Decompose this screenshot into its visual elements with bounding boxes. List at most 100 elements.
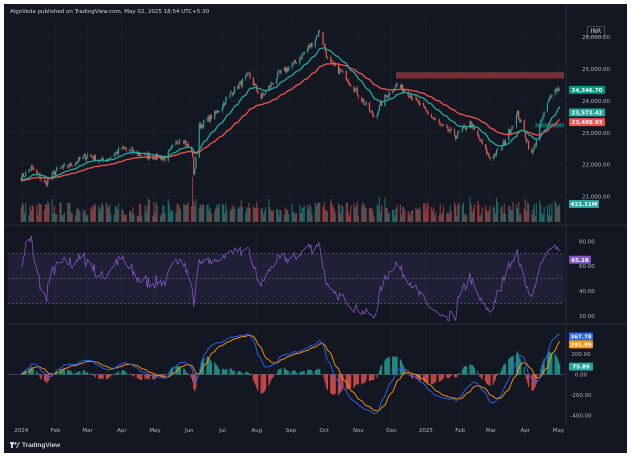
macd-hist-bar <box>371 374 373 380</box>
candle-body <box>469 121 471 128</box>
candle-body <box>229 92 231 98</box>
volume-bar <box>193 201 195 222</box>
macd-hist-bar <box>92 374 94 376</box>
macd-hist-bar <box>138 374 141 380</box>
macd-hist-bar <box>549 351 551 375</box>
candle-body <box>137 153 140 156</box>
tradingview-brand[interactable]: TradingView <box>10 442 60 449</box>
volume-bar <box>78 209 80 222</box>
x-tick-label: 2024 <box>14 428 28 434</box>
macd-hist-bar <box>509 357 511 375</box>
volume-bar <box>392 209 394 222</box>
candle-body <box>500 149 502 150</box>
volume-bar <box>252 206 254 222</box>
candle-body <box>231 92 233 95</box>
volume-bar <box>302 207 304 222</box>
volume-bar <box>299 204 301 222</box>
macd-hist-bar <box>342 374 344 389</box>
volume-bar <box>247 208 249 222</box>
candle-body <box>539 125 541 141</box>
candle-body <box>90 154 92 157</box>
candle-body <box>269 85 271 87</box>
price-tick-label: 21,000.00 <box>582 195 610 201</box>
volume-bar <box>48 203 50 222</box>
macd-hist-bar <box>67 369 69 375</box>
candle-body <box>379 102 382 106</box>
candle-body <box>131 148 133 151</box>
volume-bar <box>478 204 480 222</box>
volume-bar <box>92 204 94 222</box>
price-tick-label: 25,000.00 <box>582 67 610 73</box>
volume-bar <box>350 205 352 222</box>
candle-body <box>494 153 497 156</box>
volume-bar <box>187 202 189 222</box>
macd-hist-bar <box>489 374 491 386</box>
candle-body <box>232 92 235 95</box>
volume-bar <box>387 213 389 222</box>
currency-badge[interactable]: INR <box>586 26 605 37</box>
candle-body <box>69 162 71 167</box>
volume-bar <box>226 209 228 222</box>
hist-value-label-box <box>569 362 593 371</box>
macd-hist-bar <box>240 373 242 375</box>
candle-body <box>477 130 479 136</box>
macd-hist-bar <box>241 372 243 375</box>
candle-body <box>386 96 388 98</box>
macd-hist-bar <box>268 374 270 386</box>
macd-hist-bar <box>442 374 445 379</box>
macd-hist-bar <box>30 367 32 375</box>
macd-hist-bar <box>481 374 483 380</box>
macd-tick-label: -200.00 <box>570 393 592 399</box>
candle-body <box>326 56 329 58</box>
rsi-tick-label: 80.00 <box>579 239 595 245</box>
macd-hist-bar <box>308 369 310 375</box>
macd-hist-bar <box>486 374 488 384</box>
volume-bar <box>37 214 39 222</box>
volume-bar <box>388 212 390 222</box>
volume-bar <box>30 210 32 222</box>
volume-bar <box>497 202 499 222</box>
macd-hist-bar <box>234 370 236 375</box>
macd-hist-bar <box>315 369 317 375</box>
macd-hist-bar <box>77 372 79 375</box>
macd-hist-bar <box>186 372 188 375</box>
volume-bar <box>416 208 418 222</box>
candle-body <box>402 84 404 92</box>
candle-body <box>419 103 421 105</box>
macd-hist-bar <box>269 374 271 384</box>
volume-bar <box>458 203 460 222</box>
candle-body <box>262 93 264 95</box>
volume-bar <box>240 200 242 222</box>
candle-body <box>53 171 56 176</box>
macd-hist-bar <box>114 373 116 375</box>
candle-body <box>455 136 457 139</box>
volume-bar <box>477 201 479 222</box>
volume-bar <box>300 213 302 222</box>
volume-bar <box>442 206 445 222</box>
volume-bar <box>558 204 561 222</box>
volume-bar <box>457 204 459 222</box>
volume-bar <box>224 213 226 222</box>
volume-bar <box>179 209 182 222</box>
chart-svg[interactable]: 2024 Feb Mar Apr May Jun Jul Aug Sep Oct Nov Dec 202… <box>4 4 627 453</box>
candle-body <box>170 146 173 149</box>
volume-bar <box>427 202 429 222</box>
volume-bar <box>257 208 259 222</box>
macd-hist-bar <box>216 365 218 375</box>
volume-bar <box>123 214 125 222</box>
volume-bar <box>373 215 375 222</box>
candle-body <box>411 98 414 100</box>
candle-body <box>438 119 440 124</box>
candle-body <box>466 127 468 130</box>
volume-bar <box>177 203 179 222</box>
candle-body <box>300 57 302 59</box>
macd-hist-bar <box>245 372 247 375</box>
macd-hist-bar <box>221 369 224 375</box>
volume-bar <box>131 213 133 222</box>
volume-bar <box>63 212 65 222</box>
candle-body <box>284 67 287 72</box>
volume-bar <box>214 210 216 222</box>
macd-hist-bar <box>264 374 267 390</box>
macd-hist-bar <box>440 374 442 381</box>
volume-bar <box>549 204 551 222</box>
